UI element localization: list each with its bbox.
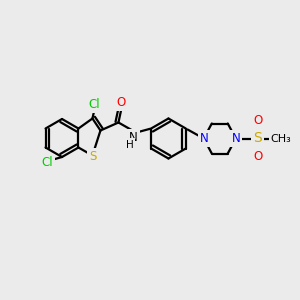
Text: CH₃: CH₃ — [270, 134, 291, 143]
Text: O: O — [117, 96, 126, 109]
Text: N: N — [231, 132, 240, 145]
Text: N: N — [129, 131, 138, 144]
Text: O: O — [253, 114, 262, 127]
Text: O: O — [253, 150, 262, 163]
Text: Cl: Cl — [41, 155, 53, 169]
Text: Cl: Cl — [88, 98, 100, 111]
Text: S: S — [254, 131, 262, 146]
Text: H: H — [126, 140, 133, 149]
Text: S: S — [89, 150, 96, 163]
Text: N: N — [200, 132, 208, 145]
